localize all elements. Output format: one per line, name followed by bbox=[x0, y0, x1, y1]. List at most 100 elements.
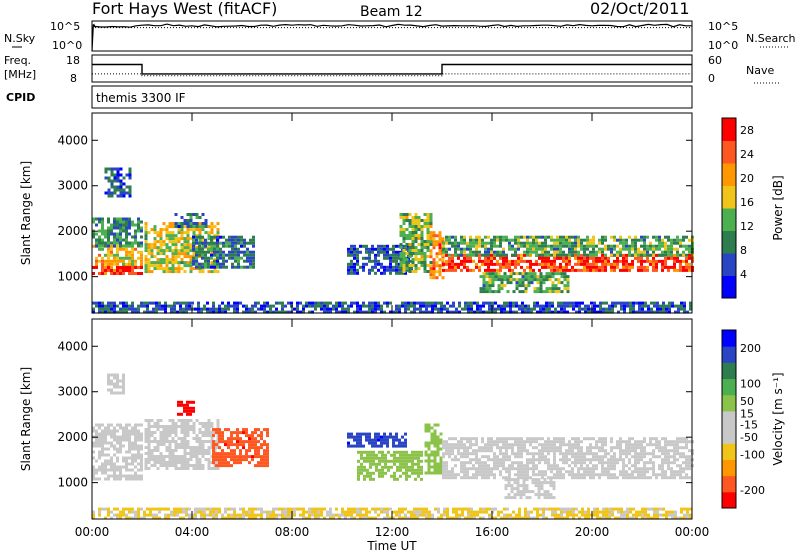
power-panel-cell bbox=[622, 269, 625, 272]
velocity-panel-cell bbox=[688, 464, 691, 467]
power-panel-cell bbox=[568, 239, 571, 242]
power-panel-cell bbox=[296, 308, 299, 311]
power-panel-cell bbox=[643, 269, 646, 272]
power-panel-cell bbox=[531, 275, 534, 278]
velocity-panel-cell bbox=[571, 437, 574, 440]
power-panel-cell bbox=[433, 270, 436, 273]
velocity-panel-cell bbox=[481, 476, 484, 479]
power-panel-cell bbox=[574, 242, 577, 245]
velocity-panel-cell bbox=[140, 436, 143, 439]
power-panel-cell bbox=[556, 248, 559, 251]
velocity-panel-cell bbox=[559, 437, 562, 440]
power-panel-cell bbox=[535, 260, 538, 263]
power-panel-cell bbox=[117, 186, 120, 189]
power-panel-cell bbox=[122, 227, 125, 230]
power-panel-cell bbox=[117, 171, 120, 174]
velocity-panel-cell bbox=[175, 455, 178, 458]
power-panel-cell bbox=[430, 225, 433, 228]
velocity-panel-cell bbox=[145, 458, 148, 461]
velocity-panel-cell bbox=[628, 443, 631, 446]
velocity-panel-cell bbox=[514, 437, 517, 440]
power-panel-cell bbox=[629, 305, 632, 308]
power-panel-cell bbox=[442, 263, 445, 266]
velocity-panel-cell bbox=[511, 437, 514, 440]
power-panel-cell bbox=[550, 254, 553, 257]
velocity-panel-cell bbox=[628, 440, 631, 443]
power-panel-cell bbox=[478, 242, 481, 245]
power-panel-cell bbox=[175, 252, 178, 255]
velocity-panel-cell bbox=[652, 455, 655, 458]
power-panel-cell bbox=[113, 260, 116, 263]
power-panel-cell bbox=[578, 305, 581, 308]
frequency-right-tick: 60 bbox=[708, 54, 722, 67]
power-panel-cell bbox=[425, 305, 428, 308]
velocity-panel-cell bbox=[154, 449, 157, 452]
power-panel-cell bbox=[448, 239, 451, 242]
power-panel-cell bbox=[219, 236, 222, 239]
velocity-panel-cell bbox=[553, 496, 556, 499]
velocity-panel-cell bbox=[601, 473, 604, 476]
velocity-panel-cell bbox=[679, 452, 682, 455]
power-panel-cell bbox=[205, 222, 208, 225]
power-panel-cell bbox=[488, 305, 491, 308]
velocity-panel-cell bbox=[187, 422, 190, 425]
velocity-panel-cell bbox=[417, 466, 420, 469]
velocity-panel-cell bbox=[517, 490, 520, 493]
velocity-panel-cell bbox=[230, 449, 233, 452]
velocity-panel-cell bbox=[158, 511, 161, 514]
velocity-panel-cell bbox=[628, 446, 631, 449]
velocity-panel-cell bbox=[496, 455, 499, 458]
power-panel-cell bbox=[125, 233, 128, 236]
power-panel-cell bbox=[131, 266, 134, 269]
power-panel-cell bbox=[252, 245, 255, 248]
power-panel-cell bbox=[95, 257, 98, 260]
power-panel-cell bbox=[148, 252, 151, 255]
power-panel-cell bbox=[427, 219, 430, 222]
velocity-panel-cell bbox=[556, 449, 559, 452]
power-panel-cell bbox=[169, 225, 172, 228]
power-panel-cell bbox=[475, 242, 478, 245]
velocity-panel-cell bbox=[113, 392, 116, 395]
velocity-panel-cell bbox=[559, 458, 562, 461]
power-panel-cell bbox=[448, 269, 451, 272]
velocity-panel-cell bbox=[101, 433, 104, 436]
velocity-panel-cell bbox=[445, 470, 448, 473]
power-panel-cell bbox=[172, 249, 175, 252]
velocity-panel-cell bbox=[487, 464, 490, 467]
power-panel-cell bbox=[680, 302, 683, 305]
velocity-panel-cell bbox=[571, 473, 574, 476]
power-panel-cell bbox=[493, 257, 496, 260]
power-panel-cell bbox=[308, 305, 311, 308]
power-panel-cell bbox=[415, 240, 418, 243]
velocity-panel-cell bbox=[233, 452, 236, 455]
velocity-panel-cell bbox=[239, 508, 242, 511]
power-panel-cell bbox=[583, 269, 586, 272]
power-panel-cell bbox=[631, 248, 634, 251]
power-panel-cell bbox=[154, 243, 157, 246]
velocity-panel-cell bbox=[360, 472, 363, 475]
velocity-panel-cell bbox=[266, 431, 269, 434]
velocity-panel-cell bbox=[550, 467, 553, 470]
power-panel-cell bbox=[386, 302, 389, 305]
power-panel-cell bbox=[544, 257, 547, 260]
power-panel-cell bbox=[433, 234, 436, 237]
power-panel-cell bbox=[622, 260, 625, 263]
power-panel-cell bbox=[166, 270, 169, 273]
velocity-panel-cell bbox=[592, 446, 595, 449]
velocity-panel-cell bbox=[151, 455, 154, 458]
velocity-panel-cell bbox=[366, 457, 369, 460]
velocity-panel-cell bbox=[616, 458, 619, 461]
velocity-panel-cell bbox=[353, 508, 356, 511]
power-panel-cell bbox=[562, 242, 565, 245]
power-panel-cell bbox=[190, 267, 193, 270]
power-panel-cell bbox=[383, 245, 386, 248]
power-panel-cell bbox=[551, 305, 554, 308]
power-panel-cell bbox=[187, 249, 190, 252]
velocity-panel-cell bbox=[266, 452, 269, 455]
power-panel-cell bbox=[284, 305, 287, 308]
velocity-panel-cell bbox=[448, 449, 451, 452]
velocity-panel-cell bbox=[526, 470, 529, 473]
power-panel-cell bbox=[607, 257, 610, 260]
velocity-panel-cell bbox=[499, 473, 502, 476]
velocity-panel-cell bbox=[260, 464, 263, 467]
